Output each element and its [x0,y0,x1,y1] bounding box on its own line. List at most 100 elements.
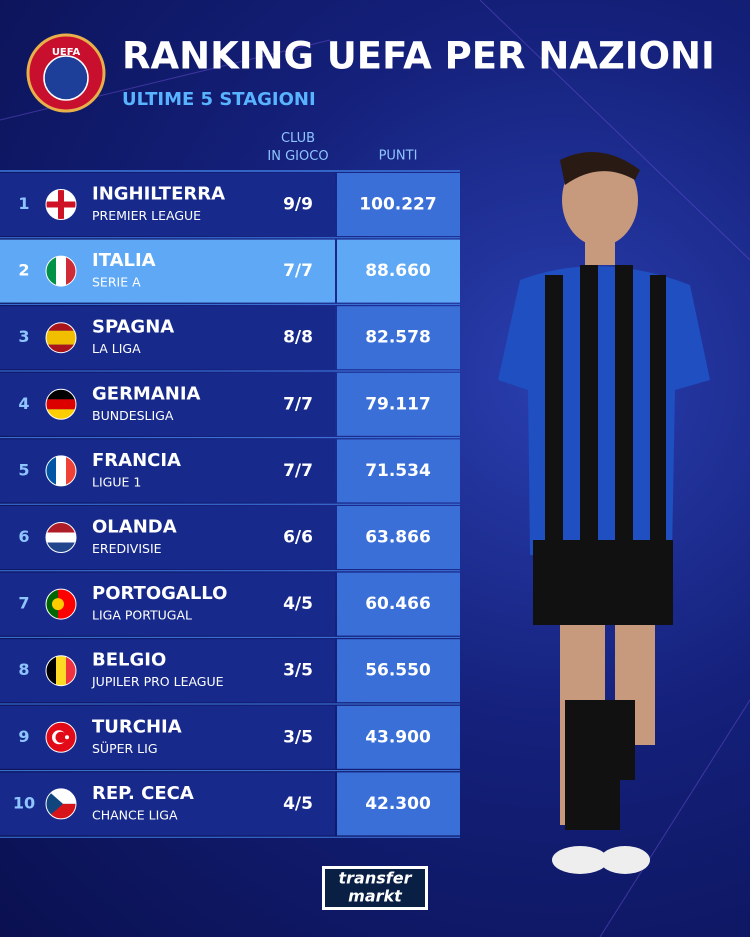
flag-part [46,533,76,543]
flag-inner [46,722,76,752]
flag-ring [45,255,77,287]
flag-part [46,456,56,486]
flag [45,721,77,753]
table-row: 5 FRANCIA LIGUE 1 7/7 71.534 [0,439,460,505]
league: EREDIVISIE [92,541,162,556]
flag-part [46,789,63,819]
country: SPAGNA [92,317,174,338]
clubs: 8/8 [283,328,313,348]
flag-part [58,589,76,619]
table-row: 9 TURCHIA SÜPER LIG 3/5 43.900 [0,705,460,772]
country: TURCHIA [92,716,182,737]
flag-inner [46,589,76,619]
flag-part [56,656,66,686]
clubs: 6/6 [283,528,313,548]
flag [45,522,77,553]
points: 82.578 [365,328,431,348]
flag-ring [45,655,77,687]
table-row: 7 PORTOGALLO LIGA PORTUGAL 4/5 60.466 [0,572,460,638]
points-cell [337,239,460,303]
flag-part [66,256,76,286]
table-row: 1 INGHILTERRA PREMIER LEAGUE 9/9 100.227 [0,173,460,239]
flag-part [46,345,76,353]
column-header: PUNTI [379,149,418,164]
clubs: 3/5 [283,661,313,681]
flag-part [46,331,76,345]
flag-part [46,409,76,419]
country: FRANCIA [92,450,181,471]
points-cell [337,173,460,236]
league: SÜPER LIG [92,740,158,756]
brand-logo: transfer markt [322,866,428,910]
flag [45,455,77,487]
points: 71.534 [365,461,431,481]
flag-inner [46,256,76,286]
points: 79.117 [365,394,431,414]
country: REP. CECA [92,783,194,804]
flag-part [46,323,76,331]
clubs: 3/5 [283,727,313,747]
title: RANKING UEFA PER NAZIONI [122,35,715,78]
flag-ring [45,322,77,354]
rank: 2 [18,261,29,280]
flag [45,588,77,620]
flag [45,322,77,354]
table-row: 10 REP. CECA CHANCE LIGA 4/5 42.300 [0,772,460,838]
league: JUPILER PRO LEAGUE [91,674,224,689]
flag-part [56,256,66,286]
table-row: 2 ITALIA SERIE A 7/7 88.660 [0,239,460,305]
points: 56.550 [365,661,431,681]
flag-part [52,598,64,610]
league: BUNDESLIGA [92,408,174,423]
points: 63.866 [365,528,431,548]
logo-text: UEFA [52,47,81,58]
table-row: 3 SPAGNA LA LIGA 8/8 82.578 [0,306,460,372]
clubs: 7/7 [283,394,313,414]
points-cell [337,439,460,503]
flag [45,655,77,687]
league: LIGA PORTUGAL [92,608,192,623]
table-row: 4 GERMANIA BUNDESLIGA 7/7 79.117 [0,372,460,439]
points-cell [337,506,460,569]
player-silhouette [498,152,710,874]
points: 100.227 [359,195,436,215]
flag-part [46,543,76,553]
flag-inner [46,323,76,353]
flag-inner [46,389,76,419]
flag-part [46,202,76,208]
flag-part [66,656,76,686]
flag-ring [45,189,77,220]
rank: 1 [18,194,29,213]
country: ITALIA [92,250,156,271]
country: BELGIO [92,650,166,671]
rank: 4 [18,394,29,413]
rank: 10 [13,793,35,812]
points-cell [337,306,460,370]
flag [45,255,77,287]
country: PORTOGALLO [92,583,227,604]
clubs: 7/7 [283,461,313,481]
clubs: 4/5 [283,594,313,614]
flag-part [56,456,66,486]
points: 88.660 [365,261,431,281]
points-cell [337,772,460,836]
flag-part [46,399,76,409]
flag-inner [46,789,76,819]
clubs: 9/9 [283,195,313,215]
flag-inner [46,656,76,686]
flag-part [46,523,76,533]
flag [45,388,77,420]
flag-part [65,735,69,739]
flag-part [46,656,56,686]
flag-ring [45,788,77,820]
table-row: 8 BELGIO JUPILER PRO LEAGUE 3/5 56.550 [0,639,460,705]
flag-ring [45,455,77,487]
uefa-logo: UEFA [26,33,106,113]
points-cell [337,705,460,769]
points-cell [337,372,460,436]
flag [45,788,77,820]
league: CHANCE LIGA [92,807,178,822]
subtitle: ULTIME 5 STAGIONI [122,89,316,110]
